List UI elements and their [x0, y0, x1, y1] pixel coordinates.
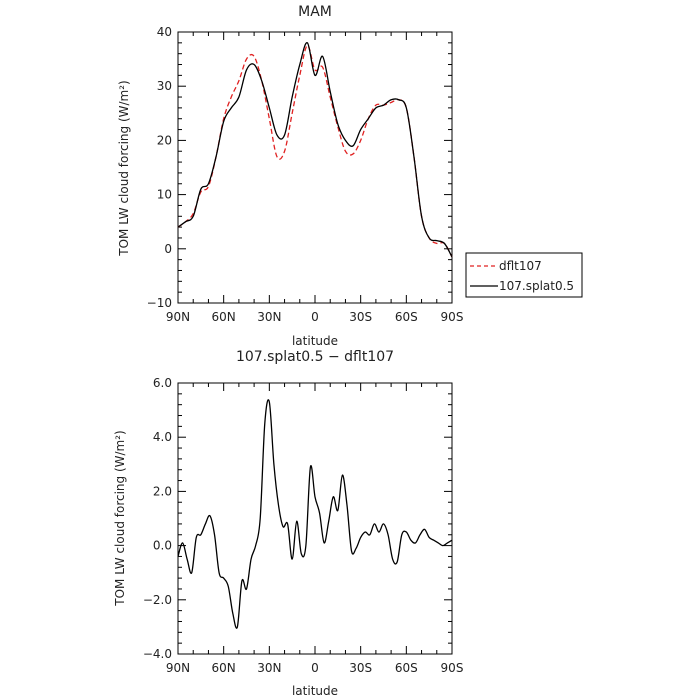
- bottom-x-tick-label: 90S: [441, 661, 464, 675]
- top-chart-title: MAM: [298, 4, 332, 20]
- bottom-y-tick-label: 0.0: [153, 539, 172, 553]
- top-x-axis-label: latitude: [292, 334, 338, 348]
- bottom-y-tick-label: −4.0: [143, 647, 172, 661]
- top-series-lines: [177, 42, 453, 258]
- bottom-y-tick-label: 2.0: [153, 484, 172, 498]
- top-y-tick-label: 30: [157, 79, 172, 93]
- top-y-tick-label: 40: [157, 25, 172, 39]
- bottom-panel: 107.splat0.5 − dflt107 TOM LW cloud forc…: [113, 349, 463, 698]
- top-x-tick-label: 30N: [257, 310, 281, 324]
- top-series-line-107-splat0-5: [177, 42, 453, 258]
- top-series-line-dflt107: [177, 44, 453, 258]
- top-x-tick-label: 30S: [349, 310, 372, 324]
- top-x-tick-label: 60N: [212, 310, 236, 324]
- bottom-series-lines: [177, 399, 453, 629]
- bottom-x-tick-label: 60N: [212, 661, 236, 675]
- bottom-x-tick-label: 60S: [395, 661, 418, 675]
- bottom-x-tick-label: 90N: [166, 661, 190, 675]
- legend-label-dflt107: dflt107: [499, 259, 542, 273]
- legend-label-splat: 107.splat0.5: [499, 279, 574, 293]
- top-y-tick-label: 0: [164, 242, 172, 256]
- bottom-series-line-difference: [177, 399, 453, 629]
- bottom-chart-title: 107.splat0.5 − dflt107: [236, 349, 394, 365]
- top-y-axis-label: TOM LW cloud forcing (W/m²): [117, 80, 131, 257]
- bottom-y-tick-label: 6.0: [153, 376, 172, 390]
- bottom-x-tick-label: 30S: [349, 661, 372, 675]
- top-y-tick-label: −10: [147, 296, 172, 310]
- bottom-x-tick-label: 30N: [257, 661, 281, 675]
- top-axis-ticks: 90N 60N 30N 0 30S 60S 90S −10 0 10 20 30 40: [147, 25, 464, 324]
- top-x-tick-label: 60S: [395, 310, 418, 324]
- top-plot-frame: [177, 31, 453, 304]
- bottom-y-axis-label: TOM LW cloud forcing (W/m²): [113, 430, 127, 607]
- bottom-y-tick-label: −2.0: [143, 593, 172, 607]
- top-x-tick-label: 90N: [166, 310, 190, 324]
- bottom-plot-frame: [177, 382, 453, 655]
- legend-box: [465, 252, 583, 298]
- top-y-tick-label: 10: [157, 188, 172, 202]
- top-y-tick-label: 20: [157, 133, 172, 147]
- bottom-x-tick-label: 0: [311, 661, 319, 675]
- bottom-x-axis-label: latitude: [292, 684, 338, 698]
- bottom-y-tick-label: 4.0: [153, 430, 172, 444]
- legend: dflt107 107.splat0.5: [465, 252, 583, 298]
- top-panel: MAM TOM LW cloud forcing (W/m²) latitude…: [117, 4, 583, 348]
- top-x-tick-label: 90S: [441, 310, 464, 324]
- bottom-axis-ticks: 90N 60N 30N 0 30S 60S 90S −4.0 −2.0 0.0 2.0 4.0 6.0: [143, 376, 464, 675]
- top-x-tick-label: 0: [311, 310, 319, 324]
